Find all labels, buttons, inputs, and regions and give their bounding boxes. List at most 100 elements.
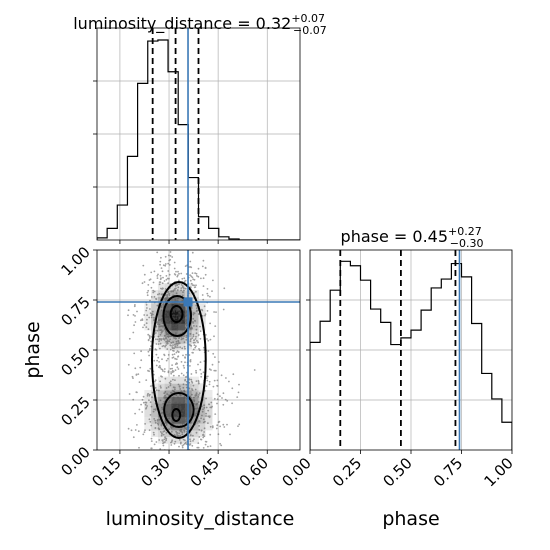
sample-point xyxy=(147,289,150,292)
sample-point xyxy=(165,275,168,277)
sample-point xyxy=(193,396,195,399)
sample-point xyxy=(149,299,151,302)
sample-point xyxy=(190,380,193,383)
sample-point xyxy=(171,353,174,356)
sample-point xyxy=(150,345,152,348)
sample-point xyxy=(197,313,200,315)
sample-point xyxy=(176,328,179,330)
sample-point xyxy=(191,284,194,286)
sample-point xyxy=(145,326,148,328)
sc-tick-label-x: 0.45 xyxy=(187,454,223,490)
sample-point xyxy=(229,433,231,436)
sample-point xyxy=(176,404,179,407)
sample-point xyxy=(142,491,144,493)
sample-point xyxy=(165,424,168,426)
sample-point xyxy=(177,383,180,386)
sample-point xyxy=(146,393,149,396)
sample-point xyxy=(207,445,209,448)
sample-point xyxy=(197,382,200,385)
sample-point xyxy=(165,298,168,301)
sample-point xyxy=(160,331,163,334)
sample-point xyxy=(179,405,182,408)
sample-point xyxy=(143,324,146,326)
density-cell xyxy=(198,423,206,431)
sample-point xyxy=(171,367,174,370)
sample-point xyxy=(177,342,179,345)
sample-point xyxy=(145,407,147,410)
sample-point xyxy=(198,420,201,422)
sample-point xyxy=(195,453,197,455)
sample-point xyxy=(189,260,192,263)
sample-point xyxy=(185,493,187,495)
sample-point xyxy=(206,288,209,290)
sample-point xyxy=(212,385,215,388)
sample-point xyxy=(171,314,174,317)
sample-point xyxy=(150,296,153,298)
density-cell xyxy=(198,383,206,391)
sample-point xyxy=(208,380,211,383)
sample-point xyxy=(155,441,158,443)
sample-point xyxy=(202,408,204,411)
sample-point xyxy=(184,347,186,350)
sample-point xyxy=(167,262,170,265)
sample-point xyxy=(198,436,201,438)
sample-point xyxy=(202,277,205,280)
sample-point xyxy=(161,433,163,435)
sample-point xyxy=(153,433,155,436)
sample-point xyxy=(168,273,171,276)
sample-point xyxy=(192,313,195,316)
sample-point xyxy=(195,412,198,415)
sample-point xyxy=(160,287,162,290)
sample-point xyxy=(164,255,167,258)
sample-point xyxy=(181,431,184,434)
sample-point xyxy=(215,311,217,313)
sample-point xyxy=(164,318,167,321)
sample-point xyxy=(140,350,143,353)
density-cell xyxy=(205,390,213,398)
sample-point xyxy=(189,434,192,437)
sample-point xyxy=(160,424,163,426)
density-cell xyxy=(151,430,159,438)
sample-point xyxy=(173,347,176,349)
sample-point xyxy=(172,289,175,292)
sample-point xyxy=(159,448,162,450)
sample-point xyxy=(203,305,206,308)
sample-point xyxy=(196,446,199,449)
sample-point xyxy=(148,452,150,454)
sample-point xyxy=(184,356,186,359)
sample-point xyxy=(190,345,193,347)
sample-point xyxy=(153,316,155,319)
sample-point xyxy=(158,340,161,342)
sample-point xyxy=(197,334,200,336)
sample-point xyxy=(203,404,206,407)
sample-point xyxy=(193,339,195,341)
sample-point xyxy=(142,433,145,436)
sample-point xyxy=(177,351,180,354)
density-cell xyxy=(144,423,152,431)
sample-point xyxy=(153,295,156,298)
sample-point xyxy=(179,407,182,409)
sample-point xyxy=(172,374,175,377)
sample-point xyxy=(142,264,145,267)
sample-point xyxy=(200,277,202,280)
sample-point xyxy=(178,342,181,344)
sample-point xyxy=(182,401,185,404)
sample-point xyxy=(197,407,200,410)
sample-point xyxy=(178,439,181,441)
sample-point xyxy=(159,274,162,277)
density-cell xyxy=(144,316,152,324)
sc-tick-label-y: 0.50 xyxy=(57,343,93,379)
sample-point xyxy=(151,396,153,398)
sample-point xyxy=(142,395,145,398)
sample-point xyxy=(171,371,174,373)
sample-point xyxy=(171,369,174,372)
sample-point xyxy=(164,263,167,265)
sample-point xyxy=(158,418,161,421)
sample-point xyxy=(198,429,201,431)
sample-point xyxy=(166,313,169,315)
sample-point xyxy=(162,304,165,306)
sample-point xyxy=(127,363,130,366)
sample-point xyxy=(211,425,214,428)
sample-point xyxy=(175,332,177,334)
sample-point xyxy=(165,278,168,281)
